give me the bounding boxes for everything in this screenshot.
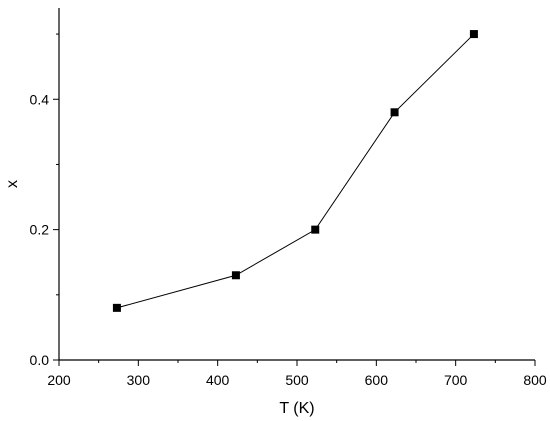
series-line [116, 33, 475, 309]
y-ticks: 0.0 0.2 0.4 [30, 33, 59, 368]
x-tick-label: 300 [127, 372, 151, 388]
x-ticks: 200 300 400 500 600 700 800 [47, 360, 547, 388]
x-tick-label: 400 [206, 372, 230, 388]
x-tick-label: 600 [365, 372, 389, 388]
y-tick-label: 0.2 [30, 222, 50, 238]
y-axis-title: x [4, 180, 21, 188]
series-layer [112, 30, 478, 312]
data-point [469, 30, 478, 39]
x-tick-label: 500 [285, 372, 309, 388]
x-tick-label: 200 [47, 372, 71, 388]
x-tick-label: 700 [444, 372, 468, 388]
y-tick-label: 0.4 [30, 91, 50, 107]
x-tick-label: 800 [523, 372, 547, 388]
data-point [112, 303, 121, 312]
x-axis-title: T (K) [279, 400, 314, 417]
y-tick-label: 0.0 [30, 352, 50, 368]
data-point [231, 271, 240, 280]
data-point [390, 108, 399, 117]
data-point [311, 225, 320, 234]
axes [58, 8, 535, 361]
